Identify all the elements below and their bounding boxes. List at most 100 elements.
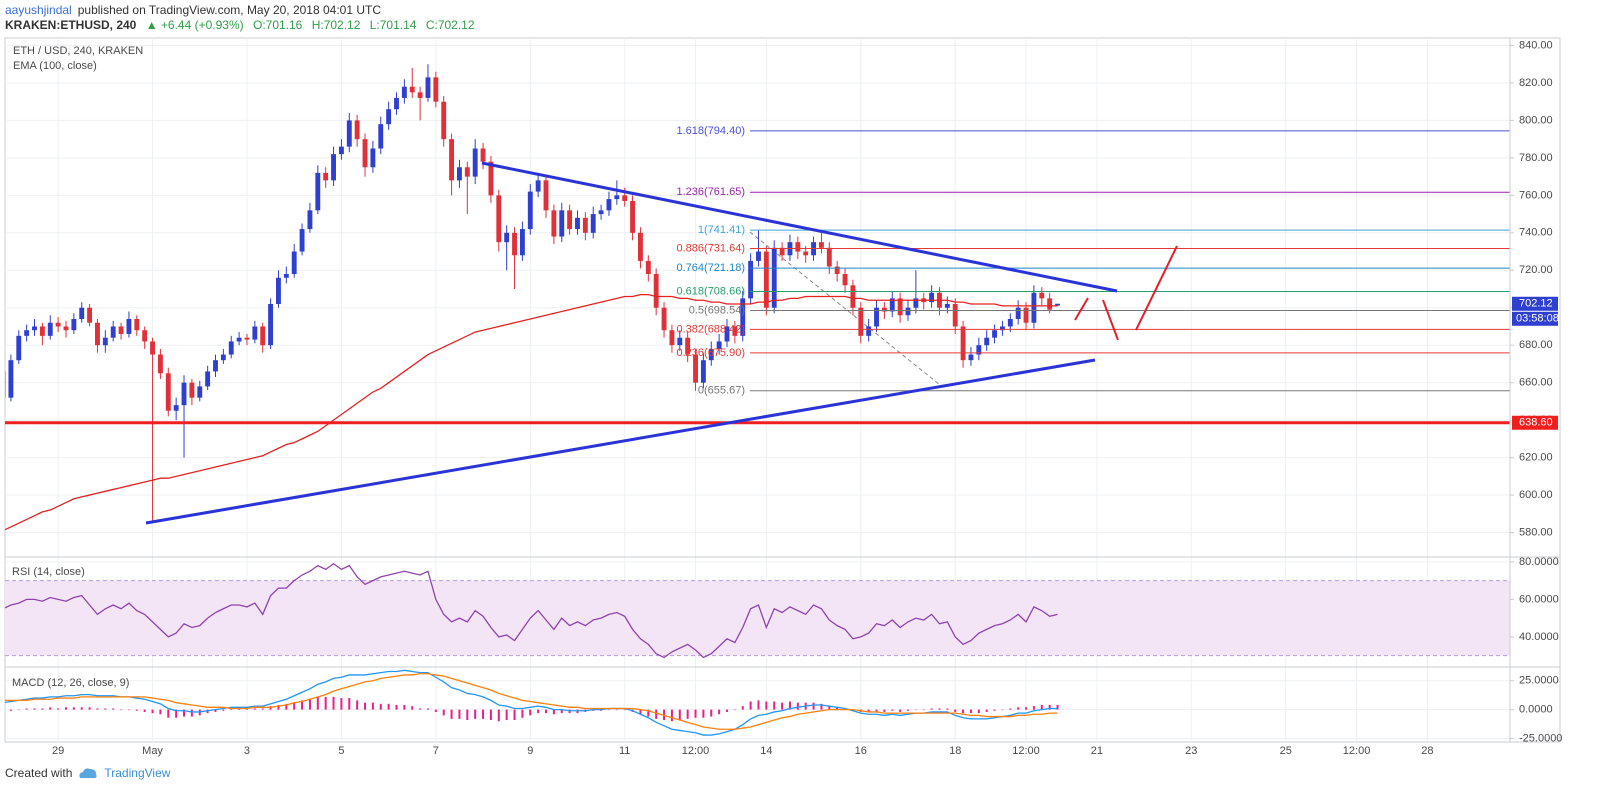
macd-histogram-bar [190,709,193,717]
macd-histogram-bar [80,707,83,710]
candle-body [535,180,541,192]
candle-body [236,337,242,342]
candle-body [220,354,226,361]
candle-body [47,322,53,336]
x-tick-label: 16 [855,745,867,757]
y-tick-label: 820.00 [1519,77,1553,89]
y-tick-label: 620.00 [1519,452,1553,464]
candle-body [346,120,352,147]
candle-body [378,124,384,149]
x-tick-label: 25 [1280,745,1292,757]
candle-body [708,348,714,361]
macd-histogram-bar [135,709,138,711]
candle-body [307,210,313,230]
candle-body [449,139,455,181]
brand[interactable]: TradingView [104,766,171,780]
candle-body [968,354,974,361]
macd-histogram-bar [332,696,335,710]
candle-body [157,354,163,374]
x-tick-label: 28 [1421,745,1433,757]
candle-body [929,292,935,303]
x-tick-label: 7 [433,745,439,757]
fib-label: 0.5(698.54) [689,304,745,316]
macd-histogram-bar [1001,709,1004,711]
macd-histogram-bar [143,709,146,712]
macd-histogram-bar [419,708,422,710]
candle-body [881,307,887,312]
candle-body [1031,292,1037,323]
macd-histogram-bar [17,709,20,711]
rsi-line [5,562,1058,659]
macd-histogram-bar [969,709,972,714]
y-tick-label: 580.00 [1519,526,1553,538]
countdown-tag [1512,311,1558,326]
candle-body [71,318,77,331]
candle-body [488,161,494,196]
candle-body [165,373,171,411]
candle-body [394,97,399,110]
macd-histogram-bar [175,709,178,718]
macd-histogram-bar [387,703,390,710]
header-line: aayushjindal published on TradingView.com… [5,3,387,17]
macd-histogram-bar [104,708,107,710]
fib-label: 1.618(794.40) [677,125,746,137]
candle-body [897,298,903,316]
header-line: KRAKEN:ETHUSD, 240 ▲ +6.44 (+0.93%) O:70… [5,18,481,32]
candle-body [976,345,982,355]
macd-histogram-bar [395,705,398,710]
brand-logo [79,768,98,778]
macd-histogram-bar [529,709,532,716]
candle-body [913,298,919,308]
candle-body [850,285,856,308]
macd-histogram-bar [25,708,28,710]
candle-body [244,337,250,340]
candle-body [276,277,281,304]
candle-body [5,371,6,398]
rsi-band [5,580,1510,656]
macd-histogram-bar [434,709,437,712]
macd-histogram-bar [741,706,744,710]
macd-histogram-bar [623,709,626,711]
candle-body [567,210,573,230]
macd-histogram-bar [1032,706,1035,710]
candle-body [582,217,588,233]
panel-title: MACD (12, 26, close, 9) [12,677,129,689]
author[interactable]: aayushjindal [5,3,72,17]
y-tick-label: 720.00 [1519,264,1553,276]
symbol: KRAKEN:ETHUSD, 240 [5,18,137,32]
macd-histogram-bar [985,709,988,712]
macd-histogram-bar [867,709,870,712]
macd-histogram-bar [607,709,610,711]
candle-body [260,326,266,346]
y-tick-label: 25.0000 [1519,675,1559,687]
candle-body [818,242,824,248]
support-tag [1512,415,1558,430]
candle-body [181,382,187,406]
candle-body [992,330,998,338]
candle-body [134,318,140,331]
y-tick-label: 60.0000 [1519,593,1559,605]
candle-body [748,260,754,299]
macd-histogram-bar [891,709,894,711]
candle-body [559,210,565,237]
ohlc-low: L:701.14 [369,18,417,32]
candle-body [126,318,132,334]
candle-body [386,109,392,125]
macd-histogram-bar [670,709,673,722]
candle-body [999,326,1005,331]
macd-histogram-bar [159,709,162,715]
countdown: 03:58:08 [1516,313,1559,325]
candle-body [527,191,533,230]
macd-histogram-bar [167,709,170,718]
candle-body [724,326,730,342]
candle-body [889,298,895,312]
candle-body [95,322,100,346]
panel-title: RSI (14, close) [12,566,85,578]
candle-body [441,101,447,140]
candle-body [197,386,203,398]
candle-body [24,330,30,336]
price-panel: 1.618(794.40) 1.236(761.65) 1(741.41) 0.886… [5,64,1510,531]
candle-body [228,341,234,355]
